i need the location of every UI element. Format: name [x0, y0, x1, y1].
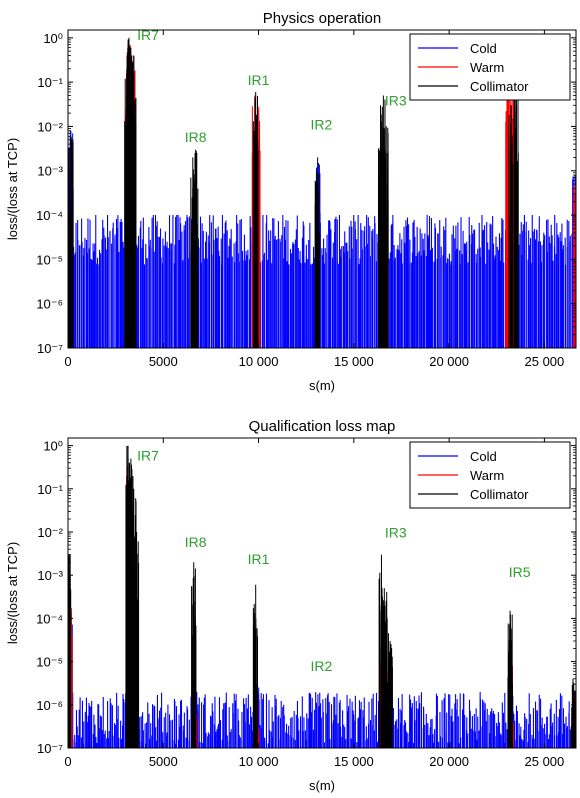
- ir-annotation-ir1: IR1: [248, 551, 270, 567]
- y-tick-label: 10⁰: [43, 31, 63, 46]
- legend: Cold Warm Collimator: [409, 441, 571, 509]
- legend-label-cold: Cold: [470, 41, 497, 56]
- ir-annotation-ir7: IR7: [137, 448, 159, 464]
- x-tick-label: 20 000: [429, 754, 469, 769]
- chart-title: Physics operation: [263, 10, 381, 27]
- y-tick-label: 10⁻³: [37, 164, 63, 179]
- legend-label-collimator: Collimator: [470, 79, 529, 94]
- plot-area: [68, 37, 576, 348]
- y-tick-label: 10⁻¹: [37, 75, 63, 90]
- x-axis-label: s(m): [309, 778, 335, 793]
- qualification-loss-map-chart: 0 5000 10 000 15 000 20 000 25 000 10⁻⁷ 10⁻⁶ 10⁻…: [5, 418, 577, 793]
- y-axis-label: loss/(loss at TCP): [5, 138, 20, 240]
- plot-area: [68, 445, 576, 748]
- y-tick-label: 10⁻⁷: [37, 341, 63, 356]
- ir-annotation-ir5: IR5: [509, 564, 531, 580]
- y-tick-label: 10⁰: [43, 439, 63, 454]
- x-tick-label: 25 000: [525, 354, 565, 369]
- y-tick-label: 10⁻⁵: [36, 252, 63, 267]
- y-tick-label: 10⁻⁷: [37, 741, 63, 756]
- ir-annotation-ir8: IR8: [185, 534, 207, 550]
- axes-frame: [67, 437, 577, 749]
- y-tick-label: 10⁻⁵: [36, 655, 63, 670]
- legend-label-warm: Warm: [470, 60, 504, 75]
- x-tick-label: 20 000: [429, 354, 469, 369]
- ir-annotation-ir8: IR8: [185, 129, 207, 145]
- ir-annotation-ir3: IR3: [385, 92, 407, 108]
- physics-operation-chart: 0 5000 10 000 15 000 20 000 25 000 10⁻⁷ 10⁻⁶ 10⁻…: [5, 10, 577, 393]
- y-tick-label: 10⁻⁶: [36, 698, 63, 713]
- chart-title: Qualification loss map: [249, 418, 396, 435]
- axes-frame: [67, 29, 577, 349]
- ir-annotation-ir7: IR7: [137, 27, 159, 43]
- y-tick-label: 10⁻³: [37, 568, 63, 583]
- x-tick-label: 5000: [149, 754, 178, 769]
- x-tick-label: 5000: [149, 354, 178, 369]
- x-tick-label: 0: [64, 754, 71, 769]
- y-axis-label: loss/(loss at TCP): [5, 542, 20, 644]
- x-tick-label: 15 000: [334, 354, 374, 369]
- y-tick-label: 10⁻²: [37, 119, 63, 134]
- legend: Cold Warm Collimator: [409, 33, 571, 101]
- legend-label-cold: Cold: [470, 449, 497, 464]
- legend-label-warm: Warm: [470, 468, 504, 483]
- x-tick-label: 10 000: [239, 354, 279, 369]
- y-tick-label: 10⁻⁴: [36, 208, 63, 223]
- x-tick-label: 15 000: [334, 754, 374, 769]
- y-tick-label: 10⁻⁴: [36, 611, 63, 626]
- x-axis-label: s(m): [309, 378, 335, 393]
- y-tick-label: 10⁻⁶: [36, 297, 63, 312]
- ir-annotation-ir1: IR1: [248, 72, 270, 88]
- x-tick-label: 0: [64, 354, 71, 369]
- y-tick-label: 10⁻¹: [37, 482, 63, 497]
- y-tick-label: 10⁻²: [37, 525, 63, 540]
- ir-annotation-ir3: IR3: [385, 524, 407, 540]
- ir-annotation-ir2: IR2: [311, 658, 333, 674]
- x-tick-label: 25 000: [525, 754, 565, 769]
- ir-annotation-ir2: IR2: [311, 117, 333, 133]
- x-tick-label: 10 000: [239, 754, 279, 769]
- legend-label-collimator: Collimator: [470, 487, 529, 502]
